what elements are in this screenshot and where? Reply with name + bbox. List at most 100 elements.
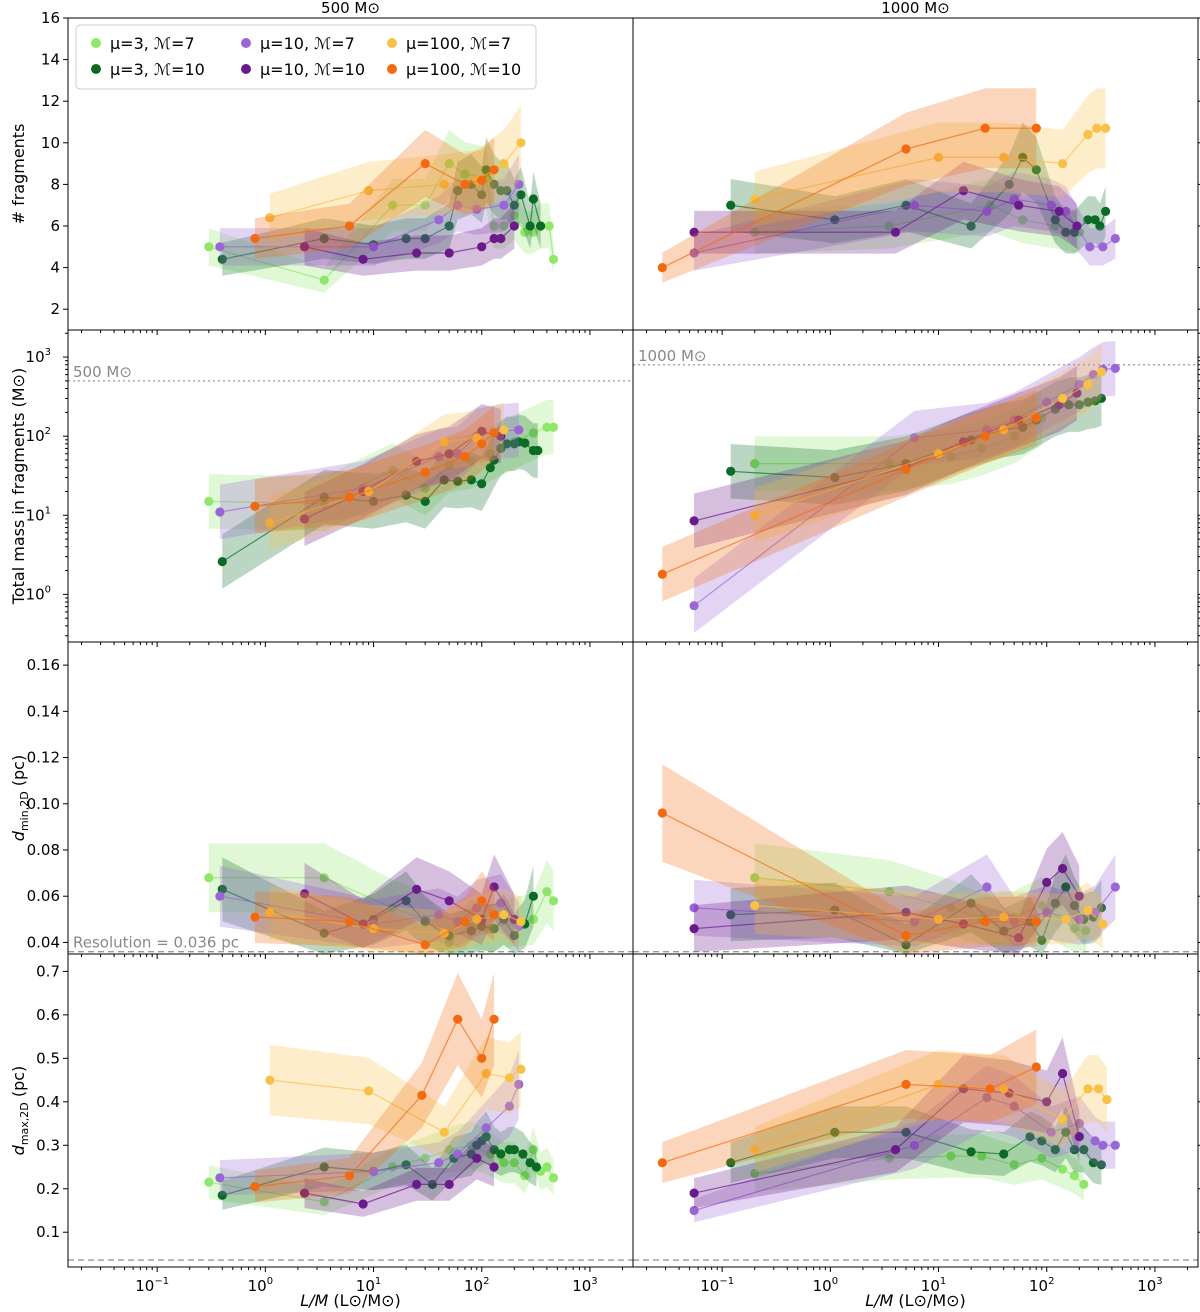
point-mu100_M7 [1058, 1114, 1068, 1124]
band-mu3_M10 [222, 857, 534, 954]
point-mu3_M10 [830, 1127, 840, 1137]
legend-label-mu10_M10: μ=10, ℳ=10 [260, 60, 365, 79]
point-mu100_M10 [250, 912, 260, 922]
point-mu3_M10 [420, 496, 430, 506]
point-mu3_M10 [966, 1147, 976, 1157]
point-mu100_M10 [489, 910, 499, 920]
band-mu10_M7 [219, 154, 519, 266]
point-mu10_M10 [489, 882, 499, 892]
point-mu10_M7 [1085, 242, 1095, 252]
x-tick-label: 102 [464, 1276, 489, 1295]
point-mu100_M10 [420, 467, 430, 477]
point-mu3_M10 [489, 455, 499, 465]
point-mu10_M7 [1074, 379, 1084, 390]
point-mu3_M10 [1088, 1158, 1098, 1168]
band-mu3_M7 [754, 390, 1042, 491]
point-mu3_M7 [460, 169, 470, 179]
point-mu10_M7 [514, 179, 524, 189]
x-tick-label: 10−1 [135, 1276, 169, 1295]
y-tick-label: 102 [26, 426, 51, 445]
point-mu100_M7 [999, 912, 1009, 922]
x-tick-label: 102 [1029, 1276, 1054, 1295]
point-mu10_M10 [689, 516, 699, 526]
point-mu10_M7 [1046, 1127, 1056, 1137]
point-mu100_M7 [265, 518, 275, 528]
point-mu3_M7 [528, 428, 539, 438]
point-mu100_M7 [750, 194, 760, 204]
y-tick-label: 4 [50, 259, 60, 277]
point-mu3_M7 [548, 896, 559, 906]
point-mu10_M7 [368, 1166, 379, 1176]
point-mu3_M10 [509, 930, 519, 941]
x-axis [81, 642, 624, 647]
x-axis-label-left: L/M (L⊙/M⊙) [300, 1291, 401, 1310]
point-mu100_M10 [489, 1014, 499, 1024]
point-mu10_M10 [444, 896, 454, 906]
point-mu10_M7 [1090, 1136, 1100, 1146]
point-mu3_M10 [1083, 397, 1093, 407]
band-mu3_M10 [730, 122, 1106, 254]
point-mu3_M10 [726, 200, 736, 210]
point-mu100_M10 [250, 501, 260, 511]
band-mu3_M7 [208, 399, 554, 531]
band-mu100_M7 [754, 88, 1106, 227]
point-mu100_M10 [420, 159, 430, 169]
point-mu100_M10 [477, 896, 487, 906]
point-mu10_M10 [1014, 200, 1024, 210]
point-mu3_M7 [1058, 1164, 1068, 1174]
point-mu3_M7 [1069, 1171, 1079, 1181]
point-mu3_M7 [1081, 926, 1091, 936]
point-mu3_M7 [466, 456, 476, 466]
y-axis: 2 4 6 8 10 12 14 16 [41, 9, 68, 318]
point-mu3_M10 [477, 479, 487, 489]
point-mu100_M7 [265, 213, 275, 223]
point-mu100_M10 [460, 179, 470, 189]
y-tick-label: 8 [50, 175, 60, 193]
column-title-500: 500 M⊙ [321, 0, 380, 17]
point-mu3_M7 [319, 275, 329, 285]
point-mu3_M10 [1025, 1132, 1035, 1142]
point-mu100_M10 [901, 144, 911, 154]
point-mu100_M7 [265, 1075, 275, 1085]
point-mu100_M10 [1031, 413, 1041, 423]
x-axis [81, 330, 624, 335]
point-mu100_M10 [901, 464, 911, 474]
band-mu10_M10 [694, 161, 1077, 254]
point-mu100_M10 [489, 165, 499, 175]
point-mu100_M7 [999, 1084, 1009, 1094]
point-mu3_M7 [528, 914, 539, 924]
point-mu100_M7 [750, 900, 760, 911]
point-mu3_M10 [477, 190, 487, 200]
line-mu3_M7 [754, 417, 1043, 465]
point-mu100_M7 [499, 425, 509, 435]
point-mu10_M10 [358, 1199, 368, 1209]
point-mu10_M7 [1110, 882, 1120, 892]
point-mu3_M10 [509, 200, 519, 210]
point-mu10_M10 [1072, 388, 1082, 398]
point-mu3_M7 [520, 1171, 530, 1181]
point-mu10_M10 [489, 1162, 499, 1172]
point-mu3_M10 [1050, 898, 1060, 908]
point-mu100_M7 [472, 914, 482, 924]
point-mu10_M7 [1110, 1140, 1120, 1150]
legend-marker-mu100_M7 [387, 38, 397, 48]
point-mu10_M10 [299, 889, 310, 899]
y-axis [1198, 664, 1200, 943]
point-mu10_M7 [982, 882, 992, 892]
point-mu10_M7 [453, 200, 463, 210]
point-mu100_M7 [1098, 919, 1108, 929]
point-mu3_M10 [217, 1190, 227, 1200]
band-mu100_M7 [754, 344, 1102, 543]
point-mu3_M7 [520, 227, 530, 237]
legend-marker-mu3_M10 [91, 64, 101, 74]
point-mu3_M7 [542, 1162, 552, 1172]
point-mu10_M7 [215, 1173, 225, 1183]
band-mu10_M10 [694, 1037, 1080, 1208]
y-tick-label: 12 [41, 92, 60, 110]
panel-r1-c0: 500 M⊙ 100 101 102 103 [26, 329, 634, 647]
plot-area [657, 88, 1120, 283]
point-mu10_M10 [1072, 221, 1082, 231]
panel-r0-c1 [632, 17, 1200, 335]
point-mu3_M7 [548, 422, 559, 432]
legend-label-mu100_M7: μ=100, ℳ=7 [406, 34, 511, 53]
